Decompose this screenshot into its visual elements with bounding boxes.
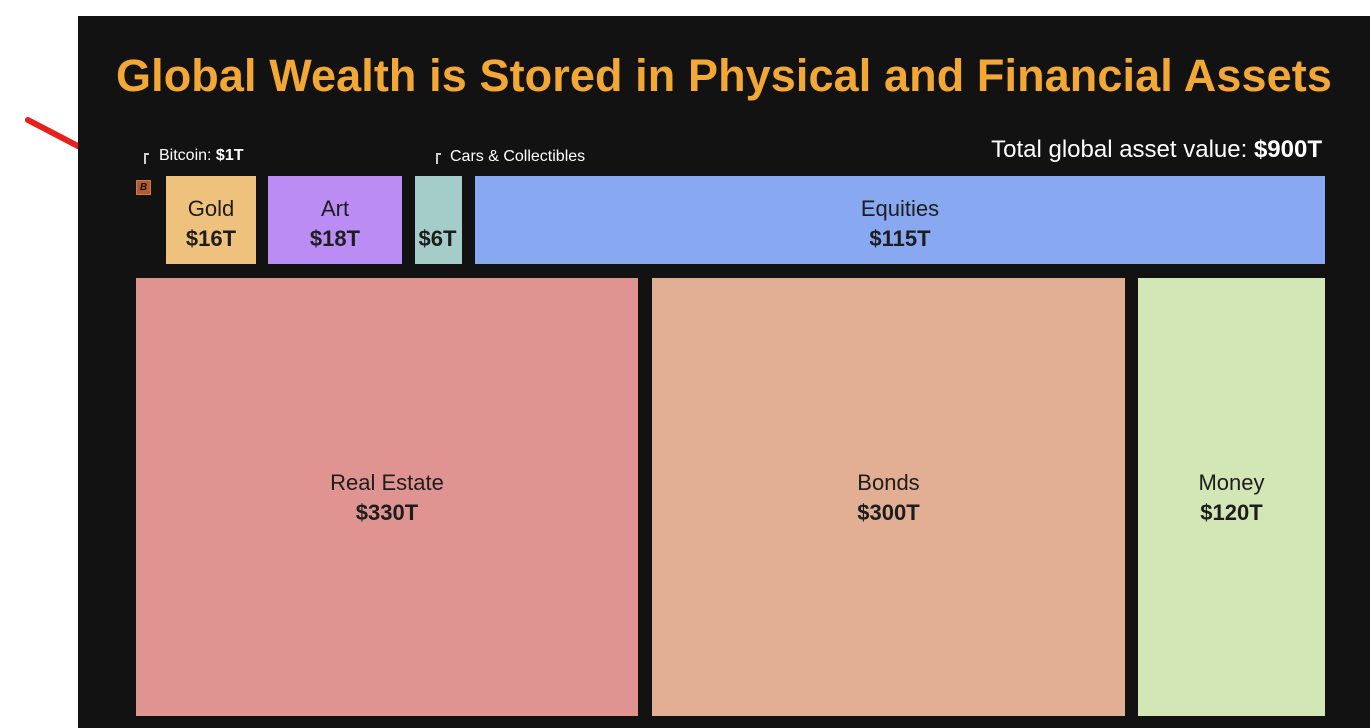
tile-real-estate: Real Estate $330T xyxy=(136,278,638,716)
tile-bonds-name: Bonds xyxy=(857,470,920,495)
tile-money-value: $120T xyxy=(1200,500,1263,525)
tile-art-value: $18T xyxy=(309,226,361,251)
slide: Global Wealth is Stored in Physical and … xyxy=(78,16,1370,728)
tile-cars-value: $6T xyxy=(418,226,457,251)
total-value: Total global asset value: $900T xyxy=(991,136,1322,163)
cars-callout-bracket xyxy=(436,153,441,164)
tile-cars: $6T xyxy=(415,176,462,264)
tile-real-estate-value: $330T xyxy=(355,500,419,525)
tile-art-name: Art xyxy=(320,196,350,221)
tile-equities: Equities $115T xyxy=(475,176,1325,264)
tile-equities-value: $115T xyxy=(869,226,931,251)
tile-gold-value: $16T xyxy=(185,226,237,251)
tile-bonds-value: $300T xyxy=(857,500,920,525)
tile-money: Money $120T xyxy=(1138,278,1325,716)
tile-equities-name: Equities xyxy=(860,196,940,221)
tile-bonds: Bonds $300T xyxy=(652,278,1125,716)
tile-money-name: Money xyxy=(1198,470,1265,495)
tile-real-estate-name: Real Estate xyxy=(330,470,444,495)
cars-callout: Cars & Collectibles xyxy=(450,148,586,165)
bitcoin-callout-bracket xyxy=(144,153,149,164)
bitcoin-callout: Bitcoin: $1T xyxy=(159,147,244,164)
tile-art: Art $18T xyxy=(268,176,402,264)
bitcoin-icon: B xyxy=(136,180,151,195)
chart-title: Global Wealth is Stored in Physical and … xyxy=(116,50,1332,101)
tile-gold-name: Gold xyxy=(187,196,235,221)
tile-gold: Gold $16T xyxy=(166,176,256,264)
